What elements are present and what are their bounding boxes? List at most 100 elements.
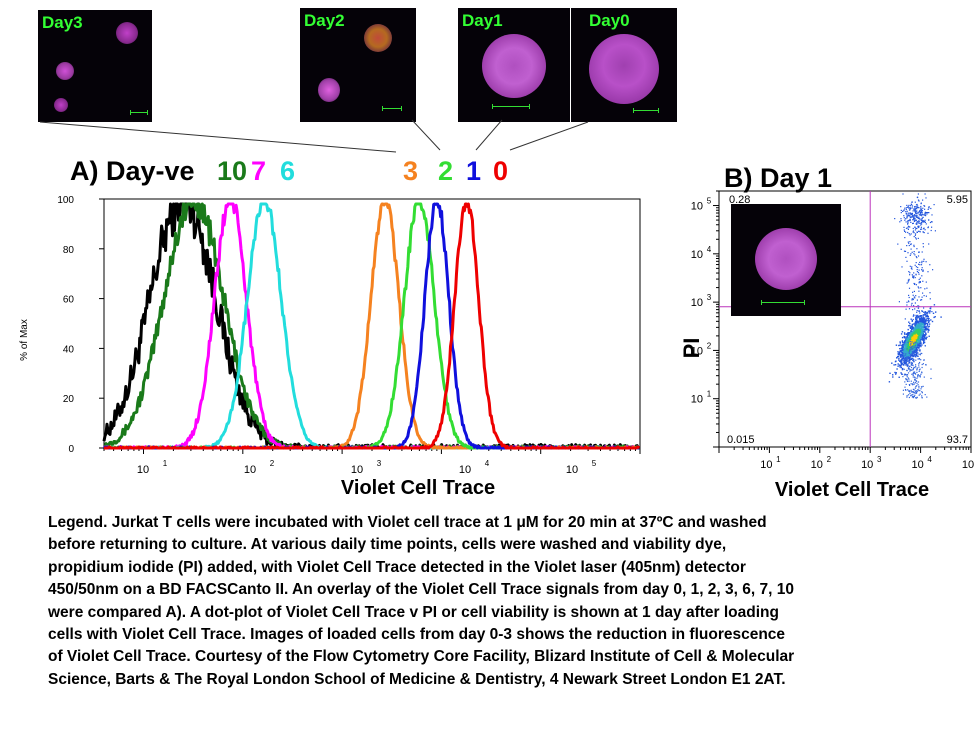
scatter-point [914, 372, 916, 375]
scatter-point [924, 326, 926, 328]
scatter-point [915, 327, 917, 330]
scatter-point [900, 347, 903, 350]
scatter-point [913, 275, 915, 277]
scatter-point [924, 345, 926, 347]
scatter-point [918, 358, 921, 360]
scatter-point [897, 355, 900, 357]
scatter-point [916, 310, 918, 312]
scatter-point [917, 352, 919, 354]
connector-line [475, 119, 503, 151]
scatter-point [921, 211, 923, 213]
scatter-point [912, 222, 914, 225]
scatter-point [905, 218, 907, 220]
scatter-point [918, 341, 921, 343]
scatter-point [930, 207, 932, 210]
scatter-point [918, 345, 920, 348]
scatter-point [911, 251, 913, 253]
scatter-point [908, 378, 910, 380]
scatter-point [921, 262, 923, 264]
scatter-point [920, 319, 922, 321]
scatter-point [920, 323, 923, 326]
scatter-point [914, 339, 916, 341]
scatter-point [908, 207, 910, 209]
scatter-point [919, 217, 921, 220]
scatter-point [906, 335, 909, 338]
scatter-point [921, 396, 923, 399]
scatter-point [923, 258, 925, 260]
scatter-point [914, 210, 916, 212]
series-label: 1 [466, 156, 481, 186]
scatter-point [917, 337, 919, 340]
connector-line [509, 121, 589, 151]
scatter-point [902, 376, 904, 378]
scatter-point [910, 349, 912, 351]
scatter-point [921, 299, 923, 301]
x-tick-label: 10 [351, 464, 363, 476]
scale-bar [492, 104, 530, 109]
scatter-point [917, 334, 920, 336]
scatter-point [914, 264, 916, 266]
scatter-point [922, 280, 924, 282]
scatter-point [913, 344, 916, 347]
scatter-point [908, 287, 911, 289]
scatter-point [898, 344, 900, 347]
scatter-point [923, 340, 925, 342]
cell-image [364, 24, 392, 52]
scatter-point [922, 220, 924, 223]
micrograph-day1: Day1 [458, 8, 570, 122]
y-axis-label: % of Max [19, 319, 30, 361]
scatter-point [903, 347, 906, 349]
scatter-point [909, 322, 911, 325]
scatter-point [918, 322, 920, 324]
scatter-point [923, 376, 925, 378]
scatter-point [898, 364, 901, 366]
scatter-point [917, 286, 919, 288]
scatter-point [918, 251, 920, 253]
scatter-point [924, 317, 926, 319]
scatter-point [903, 250, 906, 252]
x-tick-label: 10 [760, 459, 772, 471]
scatter-point [920, 222, 922, 224]
legend-line: Legend. Jurkat T cells were incubated wi… [48, 514, 767, 531]
scatter-point [906, 348, 908, 350]
scatter-point [911, 339, 914, 341]
scatter-point [921, 220, 923, 222]
scatter-point [897, 351, 899, 353]
scatter-point [923, 260, 925, 262]
scatter-point [922, 199, 924, 201]
scatter-point [911, 334, 913, 336]
scatter-point [912, 373, 914, 375]
scatter-point [918, 226, 920, 229]
scatter-point [906, 365, 908, 367]
scatter-point [900, 354, 902, 356]
quadrant-value: 0.015 [727, 434, 755, 446]
scatter-point [915, 356, 917, 358]
scatter-point [918, 364, 920, 366]
scatter-point [898, 359, 900, 361]
scatter-point [927, 212, 929, 214]
scatter-point [924, 329, 926, 331]
scatter-point [918, 323, 920, 325]
scatter-point [911, 212, 913, 214]
scatter-point [910, 344, 912, 346]
scatter-point [918, 337, 921, 339]
scatter-point [906, 334, 909, 336]
y-tick-label: 60 [63, 295, 75, 306]
scatter-point [902, 360, 904, 362]
scatter-point [919, 390, 921, 392]
scatter-point [904, 386, 906, 388]
scatter-point [920, 345, 922, 348]
scatter-point [909, 370, 911, 372]
scatter-point [901, 373, 903, 375]
scatter-point [912, 336, 915, 339]
scatter-point [917, 314, 919, 317]
x-tick-exponent: 3 [377, 459, 382, 468]
quadrant-value: 0.28 [729, 194, 750, 206]
scatter-point [909, 215, 911, 217]
scatter-point [924, 336, 926, 338]
connector-lines [39, 119, 589, 153]
scatter-point [917, 390, 919, 392]
scatter-point [931, 226, 933, 228]
scatter-point [915, 233, 917, 235]
scatter-point [921, 317, 923, 320]
